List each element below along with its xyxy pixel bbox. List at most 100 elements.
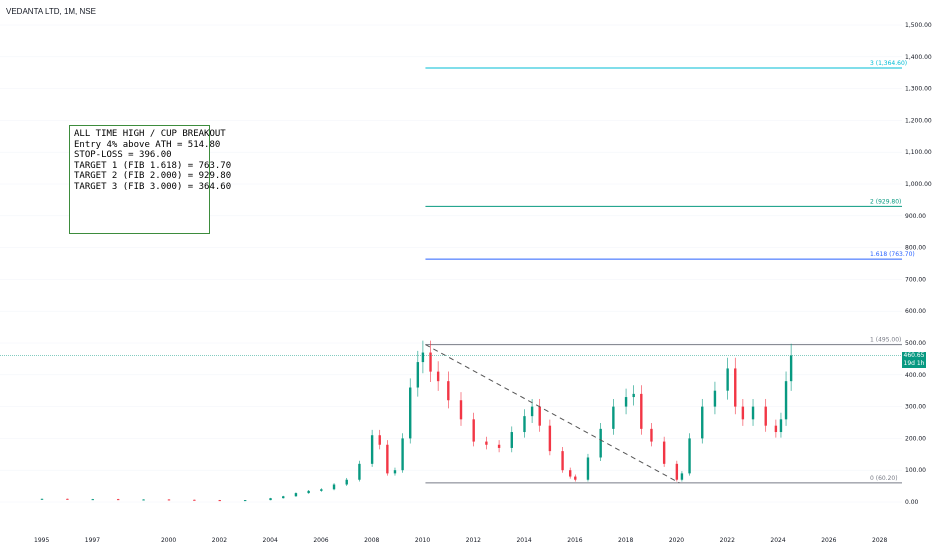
- candle-body[interactable]: [320, 489, 323, 491]
- candle-body[interactable]: [497, 444, 501, 448]
- candle-body[interactable]: [701, 406, 704, 439]
- candle-body[interactable]: [358, 463, 361, 480]
- x-tick-label: 2014: [516, 537, 531, 544]
- candle-body[interactable]: [193, 499, 196, 501]
- candle-body[interactable]: [485, 441, 488, 445]
- candle-body[interactable]: [624, 397, 628, 407]
- y-tick-label: 1,000.00: [905, 181, 932, 188]
- candle-body[interactable]: [294, 493, 298, 497]
- candle-body[interactable]: [401, 438, 404, 471]
- candle-body[interactable]: [568, 470, 572, 477]
- candle-body[interactable]: [688, 438, 691, 474]
- candle-body[interactable]: [378, 435, 381, 445]
- fib-level-label: 1 (495.00): [870, 337, 901, 344]
- candle-body[interactable]: [91, 499, 94, 501]
- x-tick-label: 2018: [618, 537, 633, 544]
- candle-body[interactable]: [386, 444, 389, 474]
- annotation-line: TARGET 1 (FIB 1.618) = 763.70: [74, 160, 232, 171]
- y-tick-label: 500.00: [905, 340, 926, 347]
- x-tick-label: 2024: [770, 537, 785, 544]
- candle-body[interactable]: [436, 371, 440, 382]
- candle-body[interactable]: [764, 406, 767, 426]
- fib-level-label: 2 (929.80): [870, 198, 901, 205]
- candle-body[interactable]: [774, 425, 778, 433]
- y-tick-label: 700.00: [905, 276, 926, 283]
- candle-body[interactable]: [680, 473, 684, 480]
- candle-body[interactable]: [650, 428, 653, 442]
- candle-body[interactable]: [734, 368, 737, 407]
- y-tick-label: 1,500.00: [905, 22, 932, 29]
- x-tick-label: 2010: [415, 537, 430, 544]
- annotation-line: Entry 4% above ATH = 514.80: [74, 139, 221, 150]
- candle-body[interactable]: [574, 476, 577, 480]
- x-tick-label: 2026: [821, 537, 836, 544]
- candle-body[interactable]: [741, 406, 745, 420]
- candle-body[interactable]: [751, 406, 755, 420]
- candle-body[interactable]: [561, 451, 564, 471]
- candle-body[interactable]: [784, 381, 788, 420]
- candle-body[interactable]: [393, 470, 397, 474]
- y-tick-label: 1,300.00: [905, 86, 932, 93]
- trendline[interactable]: [425, 344, 680, 484]
- candle-body[interactable]: [662, 441, 666, 464]
- candle-body[interactable]: [586, 457, 590, 480]
- candle-body[interactable]: [370, 435, 374, 464]
- x-tick-label: 2000: [161, 537, 176, 544]
- symbol-title: VEDANTA LTD, 1M, NSE: [6, 7, 96, 16]
- candle-body[interactable]: [243, 500, 247, 502]
- candle-body[interactable]: [612, 406, 615, 429]
- y-tick-label: 1,200.00: [905, 117, 932, 124]
- y-tick-label: 1,100.00: [905, 149, 932, 156]
- y-tick-label: 400.00: [905, 372, 926, 379]
- candle-body[interactable]: [421, 352, 425, 363]
- fib-level-label: 0 (60.20): [870, 475, 898, 482]
- fib-level-label: 1.618 (763.70): [870, 251, 915, 258]
- x-tick-label: 1997: [85, 537, 100, 544]
- x-tick-label: 2012: [466, 537, 481, 544]
- annotation-line: ALL TIME HIGH / CUP BREAKOUT: [74, 129, 226, 139]
- candle-body[interactable]: [116, 499, 120, 501]
- candle-body[interactable]: [167, 499, 171, 501]
- candle-body[interactable]: [472, 419, 475, 442]
- y-tick-label: 1,400.00: [905, 54, 932, 61]
- candle-body[interactable]: [345, 479, 348, 485]
- candle-body[interactable]: [409, 387, 412, 439]
- candle-body[interactable]: [530, 406, 534, 417]
- trade-plan-annotation[interactable]: ALL TIME HIGH / CUP BREAKOUT Entry 4% ab…: [69, 125, 232, 234]
- candle-body[interactable]: [713, 390, 717, 407]
- candle-body[interactable]: [307, 490, 310, 494]
- x-tick-label: 2016: [567, 537, 582, 544]
- countdown-badge: 19d 1h: [902, 360, 926, 368]
- candle-body[interactable]: [599, 428, 602, 458]
- candle-body[interactable]: [282, 496, 285, 499]
- candle-body[interactable]: [640, 393, 643, 429]
- candle-body[interactable]: [779, 419, 783, 433]
- y-tick-label: 0.00: [905, 499, 919, 506]
- x-tick-label: 2028: [872, 537, 887, 544]
- candle-body[interactable]: [675, 463, 679, 480]
- candle-body[interactable]: [269, 498, 272, 501]
- x-tick-label: 1995: [34, 537, 49, 544]
- candle-body[interactable]: [447, 381, 450, 401]
- y-tick-label: 600.00: [905, 308, 926, 315]
- last-price-badge: 460.65: [902, 352, 926, 360]
- candle-body[interactable]: [789, 355, 793, 382]
- candle-body[interactable]: [459, 400, 463, 420]
- y-tick-label: 800.00: [905, 245, 926, 252]
- candle-body[interactable]: [66, 498, 69, 500]
- candle-body[interactable]: [332, 484, 336, 490]
- candle-body[interactable]: [523, 416, 526, 433]
- x-tick-label: 2006: [313, 537, 328, 544]
- x-tick-label: 2022: [720, 537, 735, 544]
- candle-body[interactable]: [632, 393, 635, 398]
- candle-body[interactable]: [416, 362, 420, 388]
- candle-body[interactable]: [218, 500, 221, 502]
- candle-body[interactable]: [142, 499, 145, 501]
- candle-body[interactable]: [429, 352, 432, 372]
- candle-body[interactable]: [548, 425, 552, 452]
- candle-body[interactable]: [538, 406, 541, 426]
- candle-body[interactable]: [510, 432, 513, 448]
- candle-body[interactable]: [40, 498, 44, 500]
- candle-body[interactable]: [726, 368, 729, 391]
